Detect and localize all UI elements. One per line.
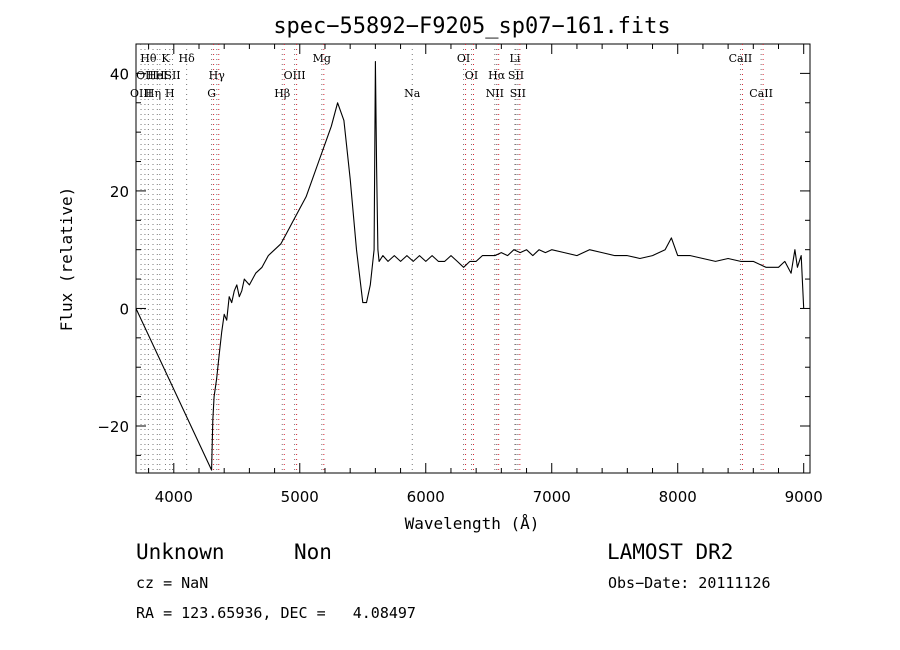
line-label: OI (457, 52, 470, 65)
survey-label: LAMOST DR2 (607, 540, 734, 564)
line-label: SII (510, 87, 526, 100)
line-label: K (161, 52, 170, 65)
y-tick-label: 40 (110, 65, 129, 83)
x-axis-label: Wavelength (Å) (405, 514, 540, 533)
spectrum-series-line (135, 61, 805, 471)
line-label: HeI (147, 69, 167, 82)
line-label: SII (508, 69, 524, 82)
x-tick-label: 8000 (659, 488, 697, 506)
ra-dec: RA = 123.65936, DEC = 4.08497 (136, 604, 416, 622)
line-label: Hθ (140, 52, 157, 65)
x-tick-label: 5000 (281, 488, 319, 506)
line-label: CaII (749, 87, 773, 100)
line-label: CaII (729, 52, 753, 65)
line-label: OIII (130, 87, 152, 100)
line-label: Na (404, 87, 421, 100)
line-label: H (155, 69, 165, 82)
y-tick-label: −20 (97, 418, 129, 436)
line-label: OII (136, 69, 154, 82)
class-label: Unknown (136, 540, 225, 564)
x-tick-label: 4000 (155, 488, 193, 506)
line-label: G (207, 87, 216, 100)
y-axis-label: Flux (relative) (57, 187, 76, 332)
line-label: H (165, 87, 175, 100)
plot-frame (135, 43, 811, 474)
y-tick-label: 0 (119, 300, 129, 318)
line-label: NII (486, 87, 504, 100)
line-label: Li (510, 52, 521, 65)
series-layer (135, 61, 805, 471)
chart-title: spec−55892−F9205_sp07−161.fits (273, 14, 670, 39)
subclass-label: Non (294, 540, 332, 564)
line-label: OIII (284, 69, 306, 82)
line-label: Hβ (274, 87, 290, 100)
line-label: Hα (488, 69, 506, 82)
line-label: Hη (145, 87, 161, 100)
x-tick-label: 7000 (533, 488, 571, 506)
x-tick-label: 9000 (785, 488, 823, 506)
spectral-line-markers (140, 44, 764, 473)
obs-date: Obs−Date: 20111126 (608, 574, 771, 592)
x-axis: 4000 5000 6000 7000 8000 9000 (148, 44, 823, 506)
x-tick-label: 6000 (407, 488, 445, 506)
line-label: Hγ (209, 69, 226, 82)
line-label: Hδ (179, 52, 196, 65)
line-label: Mg (313, 52, 331, 65)
line-label: OI (465, 69, 478, 82)
spectral-line-labels: OIIIOIIHθHηHeIHKHSIIHδGHγHβOIIIMgNaOIOIN… (130, 52, 773, 100)
y-axis: −20 0 20 40 (97, 43, 810, 456)
y-tick-label: 20 (110, 183, 129, 201)
line-label: SII (164, 69, 180, 82)
cz-value: cz = NaN (136, 574, 209, 592)
